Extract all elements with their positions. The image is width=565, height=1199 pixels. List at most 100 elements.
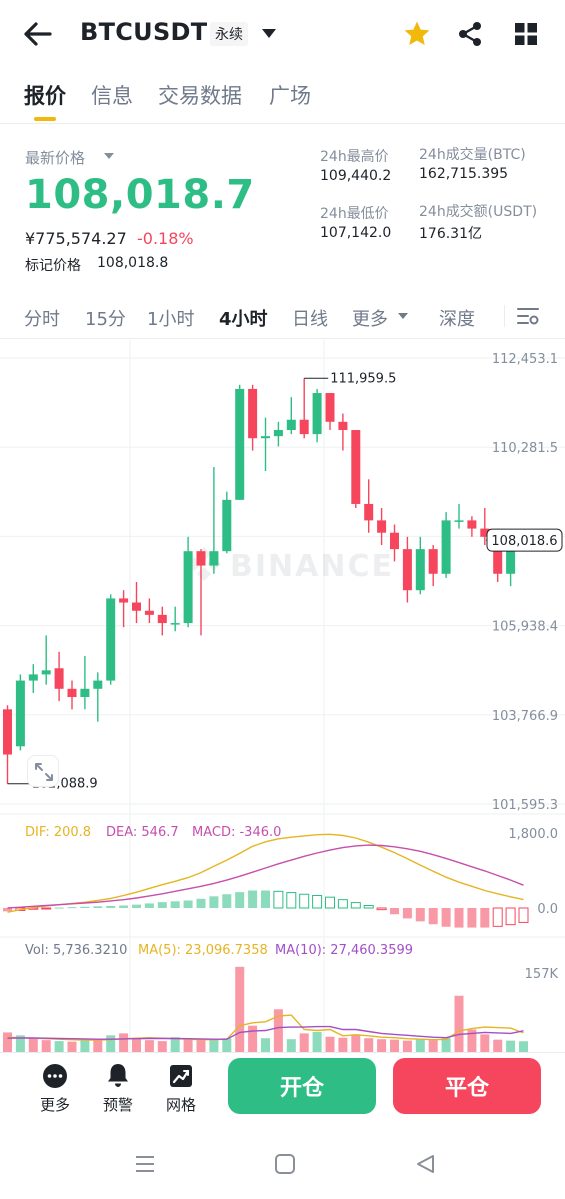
candle xyxy=(222,491,232,554)
volume-bar xyxy=(273,1009,283,1052)
macd-histogram-bar xyxy=(119,905,129,908)
volume-ma10-label: MA(10): 27,460.3599 xyxy=(275,943,413,958)
candle xyxy=(364,479,374,533)
volume-bar xyxy=(428,1040,438,1052)
close-position-button[interactable]: 平仓 xyxy=(393,1058,541,1114)
interval-15m[interactable]: 15分 xyxy=(85,309,126,330)
macd-histogram-bar xyxy=(106,905,116,908)
low-24h: 107,142.0 xyxy=(320,225,392,241)
macd-histogram-bar xyxy=(390,908,399,915)
grid-trading-icon[interactable] xyxy=(168,1063,194,1089)
volume-btc-label: 24h成交量(BTC) xyxy=(419,147,526,163)
chart-settings-icon[interactable] xyxy=(516,306,540,326)
interval-1d[interactable]: 日线 xyxy=(292,309,328,330)
interval-more-dropdown-icon[interactable] xyxy=(398,313,408,319)
grid-icon[interactable] xyxy=(514,22,538,46)
volume-bar xyxy=(506,1040,516,1052)
candle xyxy=(390,524,399,562)
symbol-title[interactable]: BTCUSDT xyxy=(80,18,208,46)
macd-axis-label: 1,800.0 xyxy=(508,827,558,842)
macd-histogram-bar xyxy=(492,907,503,927)
volume-bar xyxy=(493,1039,503,1052)
more-label[interactable]: 更多 xyxy=(39,1096,70,1114)
bell-icon[interactable] xyxy=(105,1062,131,1088)
volume-bar xyxy=(235,966,245,1052)
contract-type-badge: 永续 xyxy=(210,22,248,46)
candle xyxy=(28,664,38,693)
volume-bar xyxy=(454,995,464,1052)
volume-bar xyxy=(67,1041,77,1052)
more-icon[interactable] xyxy=(42,1063,68,1089)
volume-btc: 162,715.395 xyxy=(419,166,509,182)
price-axis-label: 103,766.9 xyxy=(492,709,558,724)
candle xyxy=(325,393,335,431)
nav-back-icon[interactable] xyxy=(414,1153,436,1175)
recent-apps-icon[interactable] xyxy=(134,1154,156,1174)
star-icon[interactable] xyxy=(403,20,431,47)
high-24h-label: 24h最高价 xyxy=(320,149,389,165)
candle xyxy=(93,672,103,722)
macd-histogram-bar xyxy=(80,906,90,908)
macd-histogram-bar xyxy=(402,908,412,919)
candle xyxy=(157,606,167,636)
last-price-dropdown-icon[interactable] xyxy=(104,153,114,159)
active-tab-indicator xyxy=(34,117,56,121)
candle xyxy=(467,516,477,537)
share-icon[interactable] xyxy=(457,21,483,47)
macd-histogram-bar xyxy=(222,894,232,908)
macd-histogram-bar xyxy=(3,908,12,912)
macd-histogram-bar xyxy=(54,907,64,909)
macd-histogram-bar xyxy=(196,898,206,908)
candle xyxy=(312,388,322,443)
candle xyxy=(15,674,25,751)
kline-chart[interactable]: BINANCE 112,453.1110,281.5108,110.0105,9… xyxy=(0,340,565,1052)
candle xyxy=(428,545,438,587)
macd-histogram-bar xyxy=(67,907,77,909)
interval-timeline[interactable]: 分时 xyxy=(24,309,60,330)
interval-more[interactable]: 更多 xyxy=(352,309,388,330)
interval-4h[interactable]: 4小时 xyxy=(219,309,268,330)
macd-histogram-bar xyxy=(350,902,361,909)
grid-label[interactable]: 网格 xyxy=(165,1096,196,1114)
volume-bar xyxy=(377,1039,387,1052)
macd-histogram-bar xyxy=(261,890,270,908)
alert-label[interactable]: 预警 xyxy=(102,1096,133,1114)
interval-depth[interactable]: 深度 xyxy=(439,309,475,330)
volume-bar xyxy=(183,1039,193,1052)
interval-1h[interactable]: 1小时 xyxy=(147,309,195,330)
tab-square[interactable]: 广场 xyxy=(269,84,311,108)
volume-bar xyxy=(364,1038,374,1052)
macd-histogram-bar xyxy=(480,908,490,928)
low-24h-label: 24h最低价 xyxy=(320,206,389,222)
candle xyxy=(196,549,206,636)
tab-quote[interactable]: 报价 xyxy=(24,84,66,108)
volume-bar xyxy=(338,1037,348,1052)
candle xyxy=(402,536,412,603)
interval-divider-line xyxy=(0,338,565,339)
macd-dea-line xyxy=(7,844,524,909)
volume-bar xyxy=(402,1040,412,1052)
macd-histogram-bar xyxy=(235,892,245,908)
volume-bar xyxy=(93,1039,103,1052)
volume-bar xyxy=(480,1034,490,1052)
volume-bar xyxy=(170,1037,180,1052)
symbol-dropdown-icon[interactable] xyxy=(262,29,276,38)
macd-histogram-bar xyxy=(467,908,477,928)
price-axis-label: 105,938.4 xyxy=(492,620,558,635)
open-position-button[interactable]: 开仓 xyxy=(228,1058,376,1114)
home-icon[interactable] xyxy=(274,1153,296,1175)
macd-histogram-bar xyxy=(441,908,451,927)
back-arrow-icon[interactable] xyxy=(22,20,54,48)
macd-histogram-bar xyxy=(286,892,297,909)
fullscreen-button[interactable] xyxy=(27,755,59,787)
macd-axis-label: 0.0 xyxy=(537,902,558,917)
macd-histogram-bar xyxy=(170,901,180,908)
tab-info[interactable]: 信息 xyxy=(91,84,133,108)
macd-histogram-bar xyxy=(376,907,387,911)
price-axis-label: 112,453.1 xyxy=(492,352,558,367)
candle xyxy=(80,655,90,710)
mark-price: 108,018.8 xyxy=(97,255,169,271)
macd-histogram-bar xyxy=(299,893,310,909)
tab-trading-data[interactable]: 交易数据 xyxy=(158,84,242,108)
macd-histogram-bar xyxy=(415,908,425,922)
